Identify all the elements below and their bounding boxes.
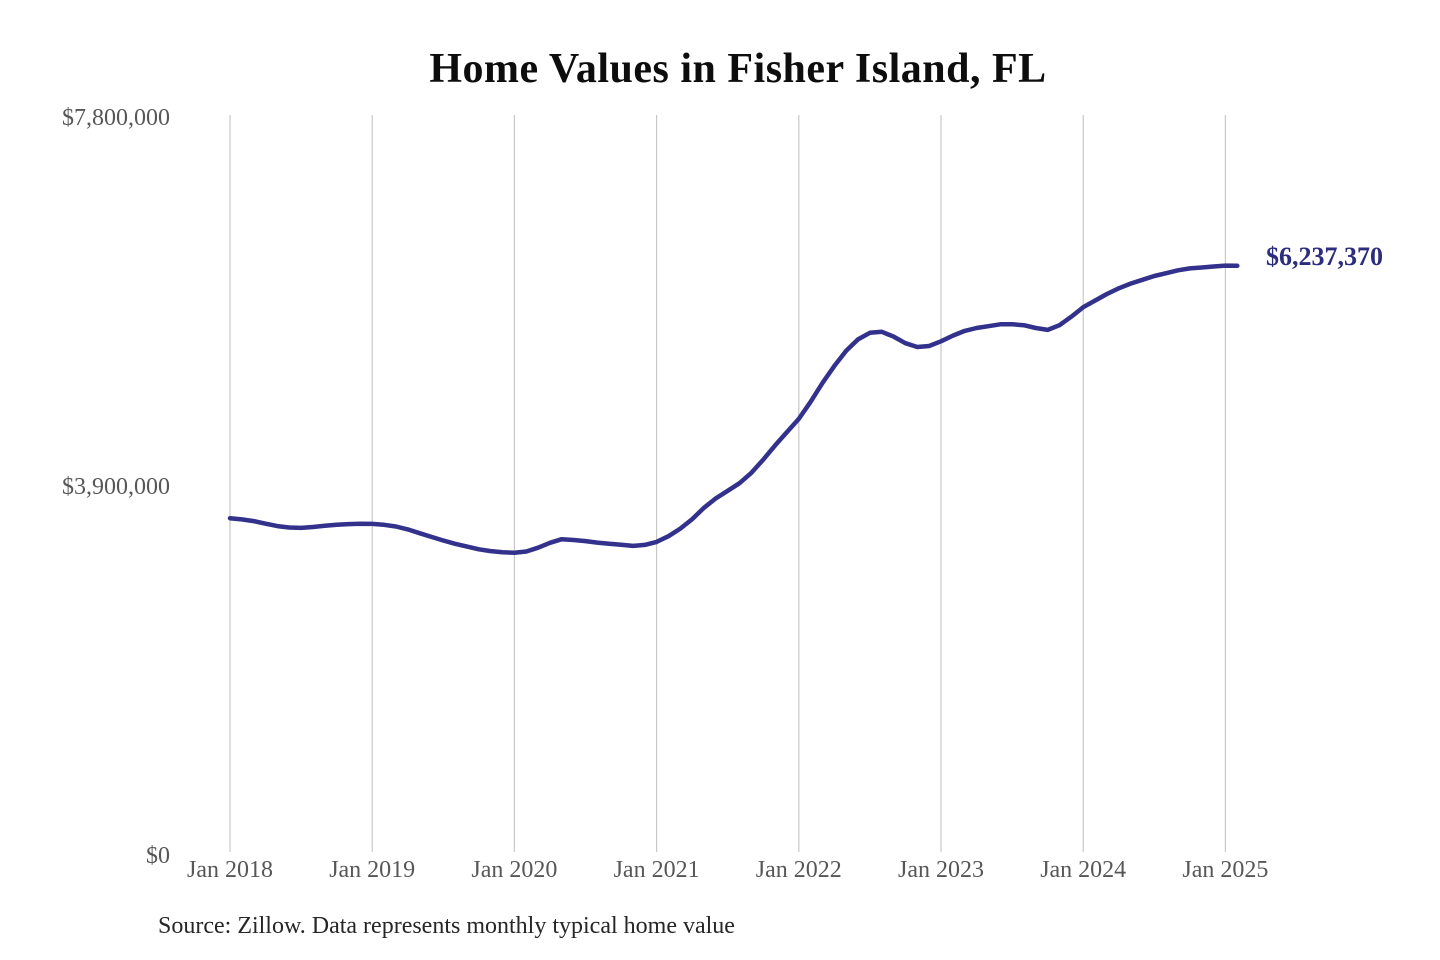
chart-title: Home Values in Fisher Island, FL [429,46,1047,92]
y-axis-label--0: $0 [146,843,170,869]
x-axis-label-jan-2018: Jan 2018 [187,857,273,883]
y-axis-label--3-900-000: $3,900,000 [62,474,170,500]
x-axis-label-jan-2021: Jan 2021 [613,857,700,883]
source-note: Source: Zillow. Data represents monthly … [158,913,735,939]
x-axis-label-jan-2024: Jan 2024 [1040,857,1127,883]
x-axis-label-jan-2020: Jan 2020 [471,857,558,883]
x-axis-label-jan-2025: Jan 2025 [1182,857,1269,883]
y-axis-label--7-800-000: $7,800,000 [62,105,170,131]
latest-value-label: $6,237,370 [1266,242,1383,271]
x-axis-label-jan-2022: Jan 2022 [755,857,842,883]
x-axis-label-jan-2023: Jan 2023 [898,857,984,883]
home-value-line-series [227,263,1240,555]
x-axis-label-jan-2019: Jan 2019 [329,857,416,883]
